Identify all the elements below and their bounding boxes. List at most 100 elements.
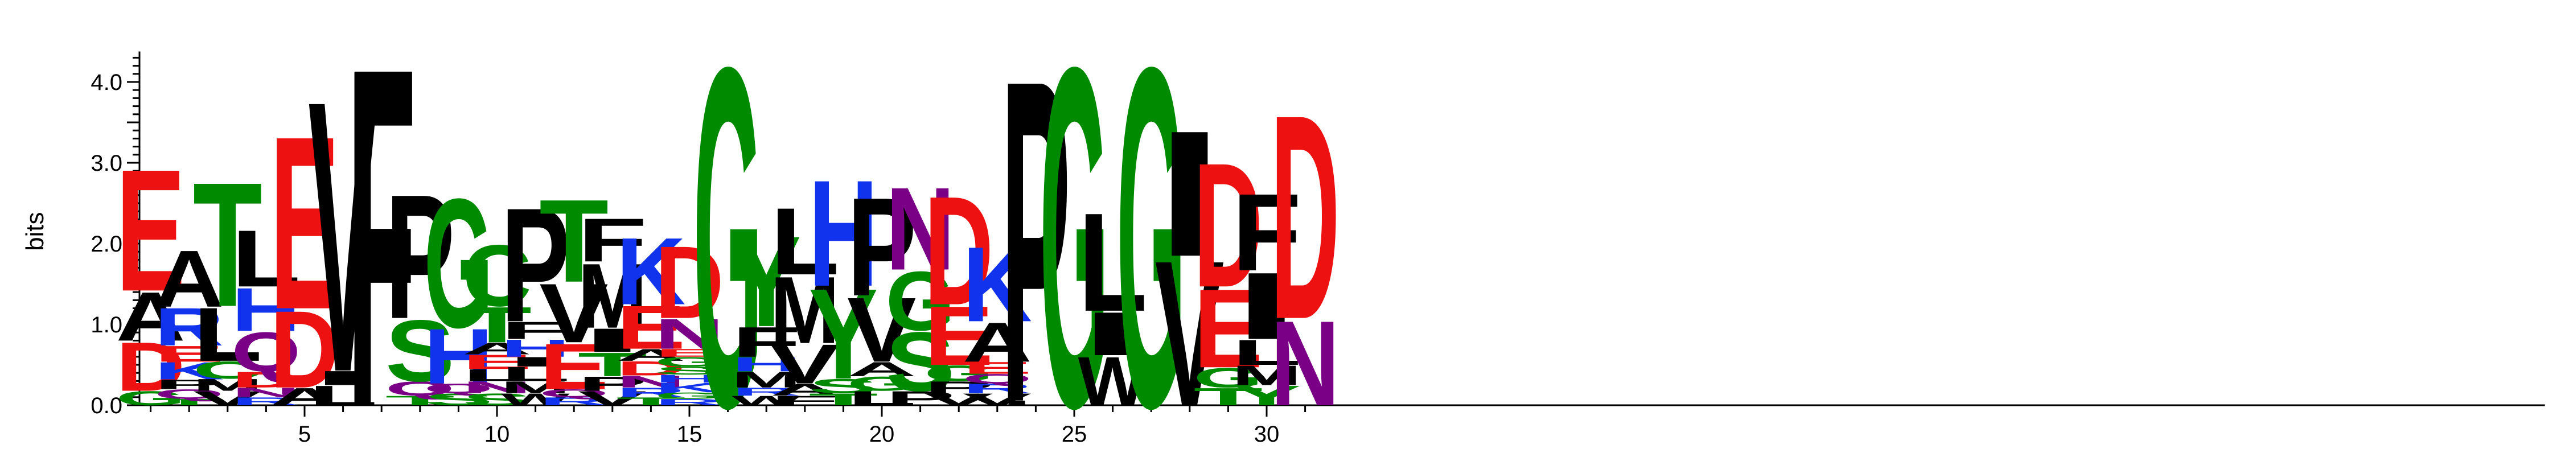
logo-letter-V: V — [770, 333, 839, 396]
logo-letter-Y: Y — [1232, 380, 1301, 411]
logo-letter-A: A — [616, 345, 685, 364]
stack-position-24: LP — [1001, 0, 1070, 465]
stack-position-26: WIL — [1078, 184, 1148, 421]
logo-letter-T: T — [616, 395, 685, 408]
x-tick-label: 30 — [1254, 422, 1280, 447]
logo-letter-G: G — [1193, 362, 1263, 393]
logo-letter-R: R — [616, 385, 685, 400]
logo-letter-V: V — [963, 390, 1032, 409]
logo-letter-V: V — [847, 279, 916, 381]
logo-letter-H: H — [501, 335, 570, 363]
logo-letter-N: N — [462, 378, 532, 397]
logo-letter-Q: Q — [424, 381, 493, 396]
logo-letter-Q: Q — [154, 386, 224, 402]
logo-letter-Y: Y — [808, 261, 878, 406]
logo-letter-V: V — [539, 266, 608, 360]
stack-position-7: F — [347, 0, 416, 465]
x-axis: 5 10 15 20 25 30 — [139, 404, 2545, 447]
logo-letter-F: F — [578, 206, 647, 275]
logo-letter-R: R — [231, 395, 301, 408]
logo-letter-H: H — [808, 149, 878, 318]
logo-letter-P: P — [924, 378, 993, 397]
logo-letter-P: P — [847, 168, 917, 325]
logo-letter-D: D — [924, 164, 993, 337]
logo-letter-P: P — [501, 174, 570, 356]
logo-letter-P: P — [154, 377, 224, 392]
logo-letter-D: D — [616, 357, 685, 380]
logo-letter-S: S — [462, 390, 532, 409]
logo-letter-W: W — [732, 393, 801, 408]
logo-letter-L: L — [501, 363, 570, 385]
logo-letter-M: M — [193, 376, 262, 394]
logo-letter-V: V — [924, 390, 993, 409]
logo-letter-T: T — [539, 175, 609, 307]
stack-position-27: G — [1116, 0, 1186, 465]
logo-letter-G: G — [1116, 0, 1186, 465]
logo-letter-G: G — [655, 354, 724, 369]
logo-letter-H: H — [231, 275, 301, 344]
logo-letter-W: W — [1078, 342, 1148, 421]
logo-letter-A: A — [154, 234, 224, 324]
logo-letter-A: A — [963, 311, 1032, 374]
logo-letter-M: M — [501, 378, 570, 397]
x-tick-label: 20 — [869, 422, 895, 447]
logo-letter-N: N — [231, 385, 301, 400]
logo-letter-A: A — [270, 383, 339, 411]
logo-letter-K: K — [616, 218, 685, 324]
logo-letter-E: E — [963, 359, 1032, 377]
logo-letter-H: H — [424, 312, 493, 400]
logo-letter-D: D — [1271, 54, 1340, 380]
logo-letter-S: S — [424, 390, 493, 409]
logo-letter-A: A — [116, 278, 186, 356]
y-axis: 0.0 1.0 2.0 3.0 4.0 — [91, 51, 141, 418]
logo-letter-E: E — [924, 289, 993, 383]
logo-letter-H: H — [732, 353, 801, 376]
logo-letter-T: T — [154, 397, 224, 408]
stack-position-28: VI — [1155, 93, 1225, 450]
logo-letter-C: C — [193, 356, 262, 384]
logo-letter-E: E — [270, 85, 339, 361]
logo-letter-T: T — [1193, 383, 1263, 411]
stack-position-6: LIV — [309, 20, 378, 453]
logo-letter-Q: Q — [231, 320, 301, 384]
logo-stacks: GDAETQPKERAVMCLTRNDQHLADELIVFTQSPSQHGSNL… — [116, 0, 1340, 465]
logo-letter-P: P — [886, 387, 955, 410]
logo-letter-L: L — [231, 213, 301, 304]
x-tick-label: 5 — [298, 422, 311, 447]
logo-letter-H: H — [655, 373, 724, 385]
x-tick-label: 15 — [677, 422, 702, 447]
logo-letter-G: G — [847, 373, 917, 396]
logo-letter-V: V — [309, 20, 378, 453]
logo-letter-C: C — [462, 227, 532, 324]
logo-letter-A: A — [462, 339, 532, 358]
logo-letter-W: W — [501, 390, 570, 409]
logo-letter-F: F — [501, 316, 570, 344]
logo-letter-V: V — [1155, 218, 1225, 450]
stack-position-16: G — [693, 0, 763, 465]
logo-letter-I: I — [1232, 253, 1301, 359]
logo-letter-L: L — [1078, 184, 1148, 341]
logo-letter-S: S — [886, 315, 955, 409]
logo-letter-F: F — [770, 393, 840, 408]
logo-letter-R: R — [539, 395, 609, 408]
logo-letter-D: D — [270, 289, 339, 411]
logo-letter-G: G — [1040, 0, 1109, 465]
logo-letter-R: R — [154, 297, 224, 357]
logo-letter-L: L — [193, 292, 262, 377]
logo-letter-G: G — [886, 254, 955, 348]
logo-letter-L: L — [462, 366, 532, 385]
logo-letter-L: L — [1232, 332, 1301, 372]
